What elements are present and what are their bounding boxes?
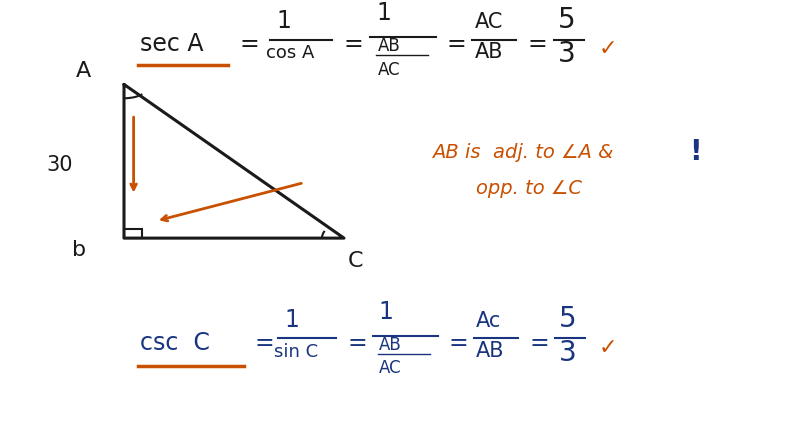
- Text: sec A: sec A: [140, 32, 203, 56]
- Text: A: A: [76, 61, 91, 81]
- Text: AB: AB: [379, 335, 402, 353]
- Text: =: =: [240, 32, 260, 56]
- Text: =: =: [348, 331, 368, 354]
- Text: =: =: [528, 32, 548, 56]
- Text: 3: 3: [558, 338, 576, 366]
- Text: =: =: [344, 32, 364, 56]
- Text: AC: AC: [379, 358, 402, 376]
- Text: csc  C: csc C: [140, 331, 210, 354]
- Text: ✓: ✓: [598, 338, 617, 357]
- Text: 1: 1: [276, 9, 291, 33]
- Text: opp. to ∠C: opp. to ∠C: [476, 179, 582, 198]
- Text: 5: 5: [558, 304, 576, 332]
- Text: 5: 5: [558, 6, 575, 34]
- Text: ✓: ✓: [598, 40, 617, 59]
- Text: 1: 1: [378, 299, 394, 323]
- Text: =: =: [254, 331, 274, 354]
- Text: cos A: cos A: [266, 43, 314, 61]
- Text: AC: AC: [474, 12, 502, 32]
- Text: !: !: [690, 138, 702, 166]
- Text: AB: AB: [474, 42, 503, 61]
- Text: AC: AC: [378, 60, 400, 78]
- Text: 3: 3: [558, 40, 575, 68]
- Text: 30: 30: [46, 155, 73, 174]
- Text: =: =: [446, 32, 466, 56]
- Text: sin C: sin C: [274, 342, 318, 360]
- Text: 1: 1: [284, 307, 299, 331]
- Text: =: =: [530, 331, 550, 354]
- Text: =: =: [448, 331, 468, 354]
- Text: AB: AB: [378, 37, 400, 55]
- Text: 1: 1: [376, 1, 391, 25]
- Text: AB: AB: [476, 340, 505, 360]
- Text: C: C: [348, 250, 363, 270]
- Text: Ac: Ac: [476, 310, 502, 330]
- Text: AB is  adj. to ∠A &: AB is adj. to ∠A &: [432, 143, 614, 161]
- Text: b: b: [72, 240, 86, 259]
